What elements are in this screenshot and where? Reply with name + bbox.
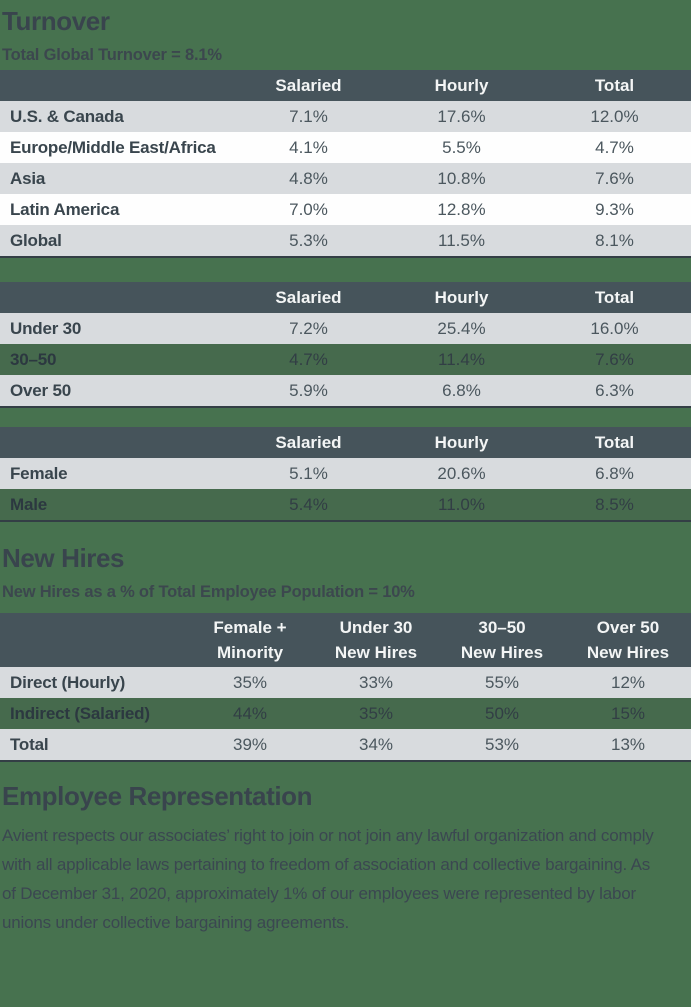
cell-value: 17.6% <box>437 106 486 126</box>
table-row: Total 39% 34% 53% 13% <box>0 729 691 760</box>
table-row: Over 50 5.9% 6.8% 6.3% <box>0 375 691 406</box>
row-label: Europe/Middle East/Africa <box>10 137 216 157</box>
row-label: Direct (Hourly) <box>10 672 126 692</box>
cell-value: 4.8% <box>289 168 328 188</box>
header-spacer <box>0 282 232 313</box>
turnover-by-gender-table: Salaried Hourly Total Female 5.1% 20.6% … <box>0 427 691 522</box>
cell-value: 39% <box>232 734 268 754</box>
cell-value: 5.1% <box>289 463 328 483</box>
cell-value: 8.1% <box>595 230 634 250</box>
column-header-salaried: Salaried <box>275 76 342 95</box>
column-header-salaried: Salaried <box>275 288 342 307</box>
column-header-hourly: Hourly <box>434 288 489 307</box>
table-row: Indirect (Salaried) 44% 35% 50% 15% <box>0 698 691 729</box>
row-label: U.S. & Canada <box>10 106 124 126</box>
column-header-under-30: Under 30 New Hires <box>334 618 418 662</box>
cell-value: 4.7% <box>595 137 634 157</box>
cell-value: 35% <box>358 703 394 723</box>
cell-value: 33% <box>358 672 394 692</box>
cell-value: 5.9% <box>289 380 328 400</box>
row-label: Over 50 <box>10 380 71 400</box>
column-header-hourly: Hourly <box>434 76 489 95</box>
header-spacer <box>0 70 232 101</box>
table-header-row: Salaried Hourly Total <box>0 282 691 313</box>
cell-value: 4.1% <box>289 137 328 157</box>
cell-value: 11.5% <box>438 230 485 250</box>
table-row: Asia 4.8% 10.8% 7.6% <box>0 163 691 194</box>
table-row: Global 5.3% 11.5% 8.1% <box>0 225 691 256</box>
header-spacer <box>0 427 232 458</box>
cell-value: 5.4% <box>289 494 328 514</box>
cell-value: 16.0% <box>590 318 639 338</box>
cell-value: 15% <box>610 703 646 723</box>
cell-value: 7.6% <box>595 168 634 188</box>
cell-value: 44% <box>232 703 268 723</box>
row-label: Indirect (Salaried) <box>10 703 150 723</box>
column-header-total: Total <box>594 76 635 95</box>
cell-value: 4.7% <box>289 349 328 369</box>
column-header-salaried: Salaried <box>275 433 342 452</box>
table-row: Female 5.1% 20.6% 6.8% <box>0 458 691 489</box>
turnover-by-region-table: Salaried Hourly Total U.S. & Canada 7.1%… <box>0 70 691 258</box>
cell-value: 11.0% <box>438 494 485 514</box>
cell-value: 8.5% <box>595 494 634 514</box>
cell-value: 12.8% <box>437 199 486 219</box>
cell-value: 9.3% <box>595 199 634 219</box>
new-hires-subtitle: New Hires as a % of Total Employee Popul… <box>2 583 415 601</box>
cell-value: 12% <box>610 672 646 692</box>
cell-value: 12.0% <box>590 106 639 126</box>
cell-value: 20.6% <box>437 463 486 483</box>
section-title-turnover: Turnover <box>2 6 110 36</box>
cell-value: 50% <box>484 703 520 723</box>
cell-value: 6.3% <box>595 380 634 400</box>
row-label: Asia <box>10 168 46 188</box>
column-header-30-50: 30–50 New Hires <box>460 618 544 662</box>
table-row: U.S. & Canada 7.1% 17.6% 12.0% <box>0 101 691 132</box>
cell-value: 5.5% <box>442 137 481 157</box>
table-row: Male 5.4% 11.0% 8.5% <box>0 489 691 520</box>
column-header-hourly: Hourly <box>434 433 489 452</box>
new-hires-table: Female + Minority Under 30 New Hires 30–… <box>0 613 691 762</box>
column-header-total: Total <box>594 288 635 307</box>
table-header-row: Salaried Hourly Total <box>0 427 691 458</box>
table-row: Direct (Hourly) 35% 33% 55% 12% <box>0 667 691 698</box>
column-header-total: Total <box>594 433 635 452</box>
row-label: Female <box>10 463 68 483</box>
cell-value: 11.4% <box>438 349 485 369</box>
cell-value: 34% <box>358 734 394 754</box>
turnover-by-age-table: Salaried Hourly Total Under 30 7.2% 25.4… <box>0 282 691 408</box>
cell-value: 6.8% <box>442 380 481 400</box>
cell-value: 5.3% <box>289 230 328 250</box>
table-header-row: Female + Minority Under 30 New Hires 30–… <box>0 613 691 667</box>
section-title-new-hires: New Hires <box>2 543 125 573</box>
cell-value: 55% <box>484 672 520 692</box>
row-label: Total <box>10 734 49 754</box>
row-label: Male <box>10 494 47 514</box>
column-header-female-minority: Female + Minority <box>213 618 287 662</box>
table-row: Europe/Middle East/Africa 4.1% 5.5% 4.7% <box>0 132 691 163</box>
employee-representation-paragraph: Avient respects our associates’ right to… <box>2 826 654 932</box>
cell-value: 7.6% <box>595 349 634 369</box>
cell-value: 25.4% <box>437 318 486 338</box>
row-label: Under 30 <box>10 318 82 338</box>
cell-value: 13% <box>610 734 646 754</box>
row-label: 30–50 <box>10 349 57 369</box>
cell-value: 35% <box>232 672 268 692</box>
table-row: Latin America 7.0% 12.8% 9.3% <box>0 194 691 225</box>
cell-value: 7.0% <box>289 199 328 219</box>
cell-value: 6.8% <box>595 463 634 483</box>
row-label: Global <box>10 230 62 250</box>
turnover-subtitle: Total Global Turnover = 8.1% <box>2 46 222 64</box>
cell-value: 53% <box>484 734 520 754</box>
table-header-row: Salaried Hourly Total <box>0 70 691 101</box>
cell-value: 10.8% <box>437 168 486 188</box>
column-header-over-50: Over 50 New Hires <box>586 618 670 662</box>
cell-value: 7.1% <box>289 106 328 126</box>
cell-value: 7.2% <box>289 318 328 338</box>
section-title-employee-representation: Employee Representation <box>2 781 313 811</box>
table-row: Under 30 7.2% 25.4% 16.0% <box>0 313 691 344</box>
table-row: 30–50 4.7% 11.4% 7.6% <box>0 344 691 375</box>
row-label: Latin America <box>10 199 120 219</box>
